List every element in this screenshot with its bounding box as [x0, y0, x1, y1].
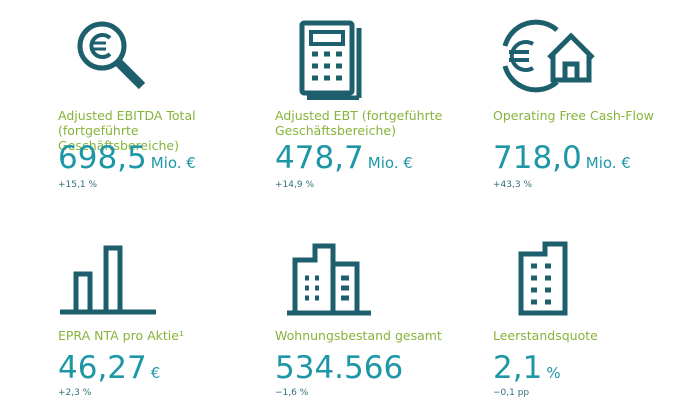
- kpi-unit: €: [150, 364, 161, 382]
- kpi-change: +15,1 %: [58, 180, 97, 190]
- calculator-icon: [299, 20, 362, 100]
- kpi-change: −0,1 pp: [493, 388, 530, 398]
- kpi-number: 2,1: [493, 350, 543, 386]
- search-euro-icon: [77, 21, 146, 90]
- euro-house-icon: [502, 19, 595, 93]
- kpi-change: +2,3 %: [58, 388, 92, 398]
- kpi-unit: Mio. €: [585, 154, 631, 172]
- kpi-unit: %: [546, 364, 561, 382]
- buildings-icon: [287, 243, 371, 316]
- kpi-value: 46,27 €: [58, 350, 160, 386]
- kpi-value: 718,0 Mio. €: [493, 140, 631, 176]
- kpi-label: Adjusted EBT (fortgeführte Geschäftsbere…: [275, 108, 443, 138]
- kpi-change: −1,6 %: [275, 388, 309, 398]
- kpi-label: Operating Free Cash-Flow: [493, 108, 654, 123]
- kpi-label: Leerstandsquote: [493, 328, 598, 343]
- kpi-label: Adjusted EBITDA Total (fortgeführte Gesc…: [58, 108, 196, 153]
- kpi-label: EPRA NTA pro Aktie¹: [58, 328, 184, 343]
- building-icon: [518, 241, 568, 316]
- kpi-value: 2,1%: [493, 350, 561, 386]
- kpi-number: 534.566: [275, 350, 404, 386]
- kpi-unit: Mio. €: [367, 154, 413, 172]
- kpi-value: 698,5 Mio. €: [58, 140, 196, 176]
- kpi-number: 478,7: [275, 140, 364, 176]
- kpi-label: Wohnungsbestand gesamt: [275, 328, 442, 343]
- kpi-number: 46,27: [58, 350, 147, 386]
- kpi-value: 534.566: [275, 350, 403, 386]
- kpi-value: 478,7 Mio. €: [275, 140, 413, 176]
- kpi-change: +43,3 %: [493, 180, 532, 190]
- kpi-unit: Mio. €: [150, 154, 196, 172]
- kpi-change: +14,9 %: [275, 180, 314, 190]
- kpi-number: 698,5: [58, 140, 147, 176]
- kpi-number: 718,0: [493, 140, 582, 176]
- bar-icon: [60, 245, 156, 315]
